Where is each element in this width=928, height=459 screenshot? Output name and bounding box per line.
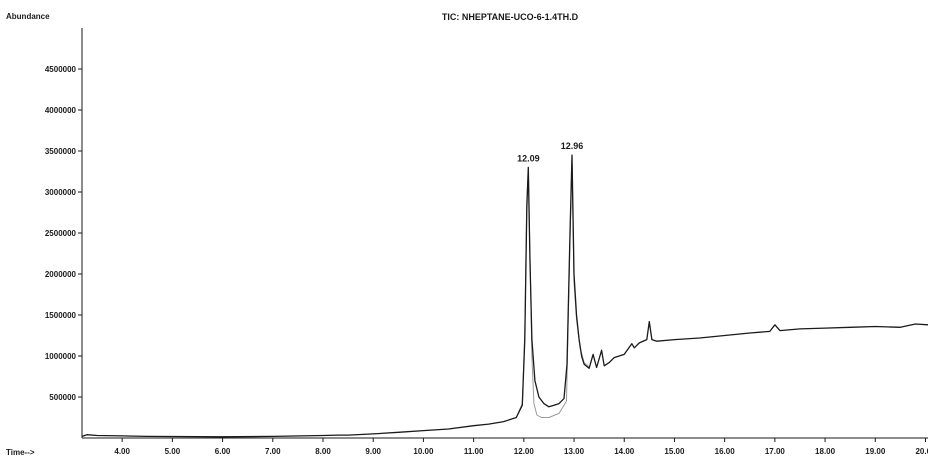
x-tick-label: 12.00 (514, 447, 535, 456)
x-ticks: 4.00 5.00 6.00 7.00 8.00 9.00 10.00 11.00 12.00 1… (114, 438, 928, 456)
y-tick-label: 2500000 (45, 229, 77, 238)
x-tick-label: 8.00 (315, 447, 331, 456)
chart-title: TIC: NHEPTANE-UCO-6-1.4TH.D (442, 12, 579, 22)
x-tick-label: 17.00 (765, 447, 786, 456)
y-tick-label: 2000000 (45, 270, 77, 279)
x-axis-label: Time--> (6, 448, 35, 457)
x-tick-label: 15.00 (664, 447, 685, 456)
x-tick-label: 4.00 (114, 447, 130, 456)
x-tick-label: 6.00 (215, 447, 231, 456)
y-tick-label: 4500000 (45, 65, 77, 74)
y-axis-label: Abundance (6, 12, 50, 21)
x-tick-label: 5.00 (165, 447, 181, 456)
x-tick-label: 11.00 (464, 447, 484, 456)
y-tick-label: 3500000 (45, 147, 77, 156)
y-ticks: 500000 1000000 1500000 2000000 2500000 300000… (45, 65, 82, 402)
peak-label: 12.09 (517, 153, 540, 163)
peak-label: 12.96 (561, 141, 584, 151)
x-tick-label: 19.00 (865, 447, 886, 456)
y-tick-label: 1500000 (45, 311, 77, 320)
y-tick-label: 4000000 (45, 106, 77, 115)
y-tick-label: 3000000 (45, 188, 77, 197)
x-tick-label: 7.00 (265, 447, 281, 456)
y-tick-label: 500000 (49, 393, 76, 402)
x-tick-label: 10.00 (413, 447, 434, 456)
x-tick-label: 16.00 (715, 447, 736, 456)
x-tick-label: 20.00 (915, 447, 928, 456)
x-tick-label: 13.00 (564, 447, 585, 456)
peak-annotations: 12.09 12.96 (517, 141, 583, 163)
x-tick-label: 14.00 (614, 447, 635, 456)
y-tick-label: 1000000 (45, 352, 77, 361)
tic-trace-line (81, 154, 928, 438)
x-tick-label: 9.00 (365, 447, 381, 456)
plot-area (81, 154, 928, 438)
x-tick-label: 18.00 (815, 447, 836, 456)
